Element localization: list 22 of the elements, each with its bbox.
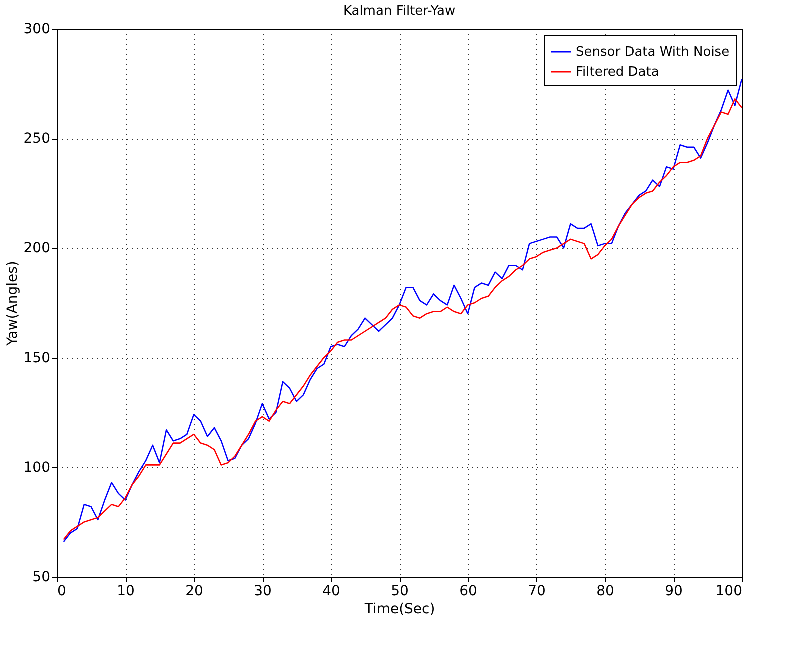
x-tick-label: 70 (528, 584, 546, 600)
y-axis-title: Yaw(Angles) (4, 261, 21, 347)
x-tick-label: 0 (58, 584, 66, 600)
x-tick-label: 60 (460, 584, 478, 600)
y-tick-label: 250 (24, 131, 50, 148)
y-tick-label: 150 (24, 350, 50, 366)
legend-label: Sensor Data With Noise (576, 45, 730, 60)
x-tick-label: 90 (665, 584, 683, 600)
x-tick-label: 100 (716, 584, 742, 600)
y-tick-label: 200 (24, 240, 50, 257)
chart-title: Kalman Filter-Yaw (343, 4, 456, 19)
y-tick-label: 100 (24, 460, 50, 476)
y-tick-label: 50 (32, 570, 50, 586)
x-axis-title: Time(Sec) (364, 602, 436, 618)
x-tick-label: 30 (254, 584, 272, 600)
x-tick-label: 10 (117, 584, 135, 600)
legend-label: Filtered Data (576, 65, 660, 80)
x-tick-label: 50 (391, 584, 409, 600)
x-tick-label: 80 (596, 584, 614, 600)
y-tick-label: 300 (24, 22, 50, 38)
x-tick-label: 40 (322, 584, 340, 600)
x-tick-label: 20 (186, 584, 204, 600)
